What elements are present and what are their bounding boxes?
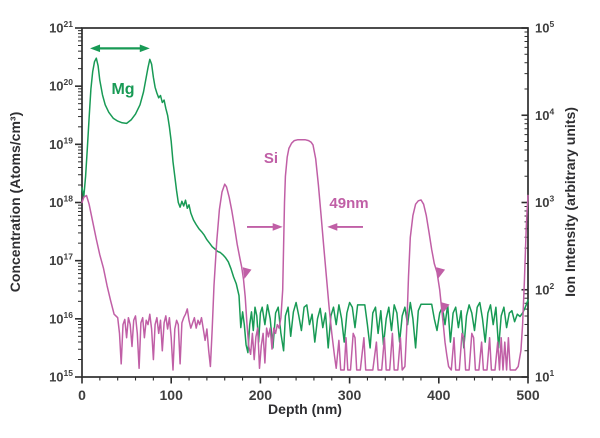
double-arrow-left-head	[90, 44, 101, 53]
width-arrow-head	[272, 223, 283, 231]
y-right-axis-title: Ion Intensity (arbitrary units)	[562, 107, 578, 297]
y-right-tick-label: 103	[535, 194, 554, 211]
si-curve-arrowhead	[436, 267, 446, 280]
axis-ticks: 0 100 200 300 400 500 1021 1020 1019 1018 1017 1016…	[49, 19, 554, 403]
si-curve-arrowhead	[242, 267, 252, 280]
peak-width-label: 49nm	[329, 195, 368, 212]
x-axis-title: Depth (nm)	[268, 401, 342, 417]
x-tick-label: 300	[338, 387, 362, 403]
y-right-tick-label: 105	[535, 19, 554, 36]
y-right-tick-label: 102	[535, 281, 554, 298]
x-tick-label: 400	[427, 387, 451, 403]
mg-curve	[81, 57, 529, 354]
si-curve	[81, 138, 529, 371]
width-arrow-head	[327, 223, 338, 231]
y-left-tick-label: 1018	[49, 194, 73, 211]
y-left-tick-label: 1017	[49, 252, 73, 269]
y-right-tick-label: 101	[535, 368, 554, 385]
y-left-axis-title: Concentration (Atoms/cm³)	[7, 112, 23, 292]
si-curve-arrowhead	[440, 302, 450, 314]
y-left-tick-label: 1016	[49, 310, 73, 327]
x-tick-label: 500	[516, 387, 540, 403]
y-left-tick-label: 1015	[49, 368, 73, 385]
y-left-tick-label: 1019	[49, 135, 73, 152]
plot-frame	[81, 27, 529, 378]
mg-series-label: Mg	[111, 81, 134, 98]
y-left-tick-label: 1021	[49, 19, 73, 36]
si-series-label: Si	[264, 150, 278, 167]
y-right-tick-label: 104	[535, 106, 554, 123]
x-tick-label: 100	[160, 387, 184, 403]
double-arrow-right-head	[139, 44, 150, 53]
y-left-tick-label: 1020	[49, 77, 73, 94]
annotation-arrows	[90, 44, 450, 314]
x-tick-label: 200	[249, 387, 273, 403]
x-tick-label: 0	[78, 387, 86, 403]
data-curves	[81, 57, 529, 371]
